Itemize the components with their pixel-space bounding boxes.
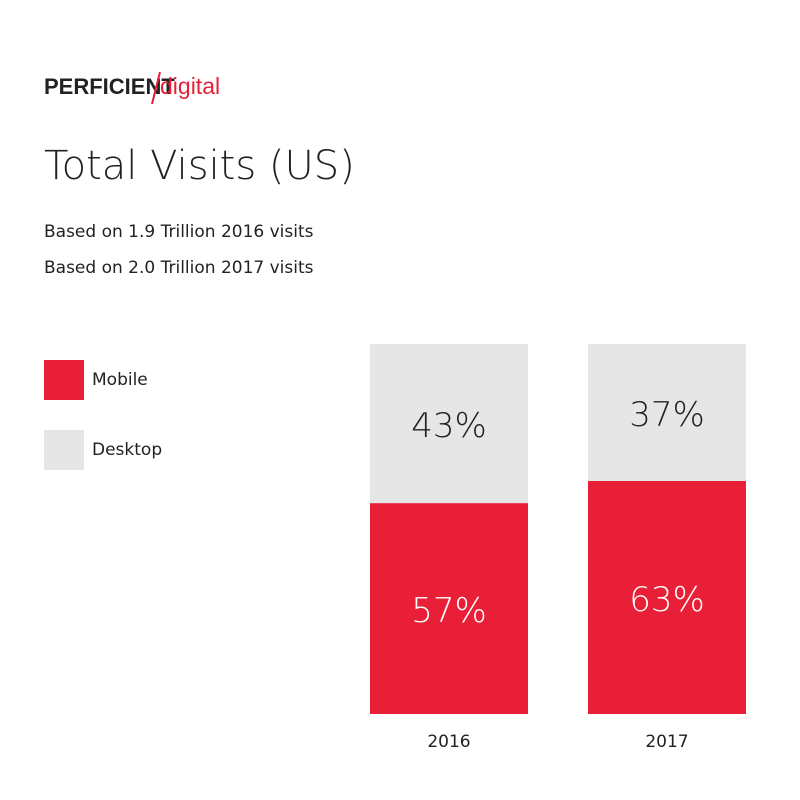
legend-label: Mobile <box>92 370 148 390</box>
legend-swatch <box>44 360 84 400</box>
legend-swatch <box>44 430 84 470</box>
subtitle: Based on 1.9 Trillion 2016 visits <box>44 222 314 242</box>
logo-slash <box>151 71 161 105</box>
x-tick-label: 2016 <box>427 732 470 752</box>
value-label: 37% <box>629 395 705 435</box>
subtitle: Based on 2.0 Trillion 2017 visits <box>44 258 314 278</box>
logo-suffix: digital <box>160 73 220 99</box>
x-tick-label: 2017 <box>645 732 688 752</box>
bar-segment <box>588 344 746 481</box>
chart-title: Total Visits (US) <box>44 143 355 189</box>
bar-segment <box>588 480 746 714</box>
value-label: 57% <box>411 591 487 631</box>
value-label: 63% <box>629 580 705 620</box>
legend-label: Desktop <box>92 440 162 460</box>
bar-segment <box>370 503 528 714</box>
bar-segment <box>370 344 528 504</box>
value-label: 43% <box>411 406 487 446</box>
